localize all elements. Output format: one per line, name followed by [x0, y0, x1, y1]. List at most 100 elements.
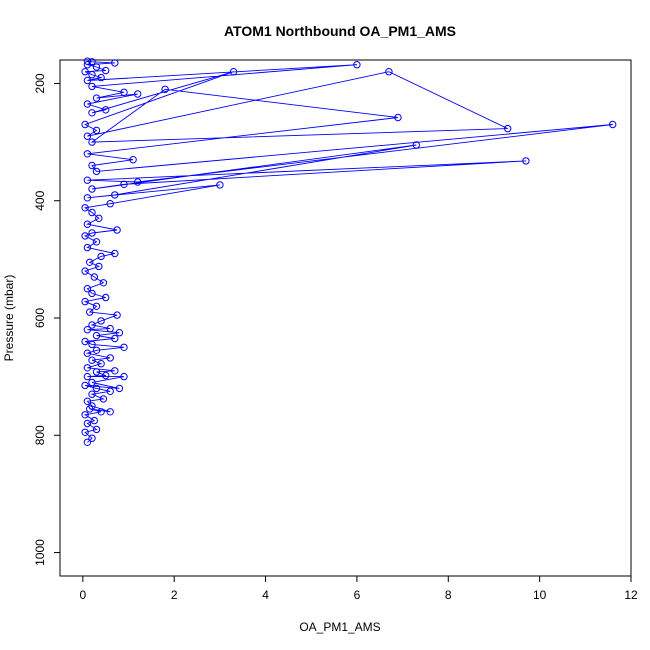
data-point: [92, 346, 101, 354]
data-point: [134, 90, 142, 98]
data-point: [83, 364, 92, 372]
data-point: [113, 311, 121, 319]
data-point: [92, 425, 101, 434]
data-point: [88, 185, 96, 193]
data-point: [92, 63, 101, 71]
data-point: [161, 85, 169, 94]
data-point: [353, 60, 361, 69]
data-point: [102, 371, 110, 380]
data-point: [88, 82, 96, 91]
y-tick-label: 400: [33, 190, 47, 210]
data-point: [522, 157, 530, 165]
data-point: [83, 419, 92, 428]
data-point: [120, 180, 128, 189]
data-point: [106, 324, 114, 333]
data-point: [88, 109, 96, 117]
y-tick-label: 600: [33, 308, 47, 328]
data-point: [115, 384, 124, 393]
data-point: [111, 249, 119, 258]
data-point: [102, 66, 110, 75]
data-point: [92, 94, 101, 102]
data-point: [92, 167, 101, 176]
series-group: [81, 57, 617, 446]
data-point: [609, 120, 617, 129]
data-point: [83, 243, 92, 252]
data-point: [102, 106, 110, 114]
data-point: [88, 58, 96, 66]
data-point: [88, 378, 96, 387]
data-point: [88, 161, 96, 170]
data-point: [83, 372, 92, 381]
data-point: [115, 329, 124, 337]
data-point: [88, 402, 96, 410]
data-point: [81, 428, 89, 436]
data-point: [83, 349, 92, 357]
data-point: [83, 285, 92, 293]
data-point: [106, 387, 114, 395]
data-point: [81, 267, 89, 275]
data-point: [81, 120, 89, 129]
data-point: [83, 76, 92, 85]
data-point: [95, 214, 103, 223]
data-point: [92, 384, 101, 393]
y-tick-label: 800: [33, 425, 47, 445]
y-tick-label: 200: [33, 73, 47, 93]
data-point: [83, 326, 92, 334]
data-point: [97, 317, 105, 325]
data-point: [113, 226, 121, 234]
data-point: [97, 252, 105, 261]
x-axis: 0 2 4 6 8 10 12: [79, 576, 638, 602]
data-point: [88, 71, 96, 79]
data-point: [99, 395, 108, 403]
data-point: [134, 178, 142, 186]
series-line: [83, 60, 613, 443]
x-tick-label: 6: [354, 588, 361, 602]
data-point: [229, 68, 238, 76]
data-point: [106, 354, 114, 362]
data-point: [88, 208, 96, 217]
data-point: [106, 200, 114, 208]
data-point: [102, 293, 110, 302]
data-point: [88, 289, 96, 298]
data-point: [92, 331, 101, 340]
data-point: [97, 360, 105, 368]
data-point: [504, 124, 512, 133]
data-point: [111, 191, 119, 199]
x-tick-label: 12: [624, 588, 638, 602]
x-tick-label: 8: [445, 588, 452, 602]
chart-title: ATOM1 Northbound OA_PM1_AMS: [224, 23, 456, 39]
data-point: [81, 68, 89, 76]
data-point: [83, 438, 92, 446]
data-point: [216, 181, 224, 189]
data-point: [83, 150, 92, 158]
data-point: [88, 340, 96, 349]
data-point: [92, 368, 101, 376]
data-point: [97, 73, 105, 82]
data-point: [88, 321, 96, 329]
data-point: [92, 238, 101, 246]
data-point: [86, 258, 94, 266]
data-point: [111, 367, 119, 375]
data-point: [111, 334, 119, 343]
data-point: [92, 126, 101, 135]
data-point: [88, 229, 96, 237]
data-point: [83, 176, 92, 184]
data-point: [83, 132, 92, 140]
data-point: [95, 262, 103, 271]
data-point: [83, 194, 92, 202]
data-point: [88, 138, 96, 146]
data-point: [88, 434, 96, 442]
data-point: [111, 59, 119, 67]
data-point: [90, 416, 99, 425]
data-point: [81, 297, 89, 306]
data-point: [88, 390, 96, 398]
data-point: [97, 408, 105, 416]
data-point: [129, 156, 137, 164]
x-tick-label: 0: [79, 588, 86, 602]
data-point: [90, 273, 99, 281]
data-point: [81, 337, 89, 346]
data-point: [92, 302, 101, 310]
data-point: [83, 57, 92, 65]
data-point: [120, 88, 128, 97]
data-point: [81, 381, 89, 390]
